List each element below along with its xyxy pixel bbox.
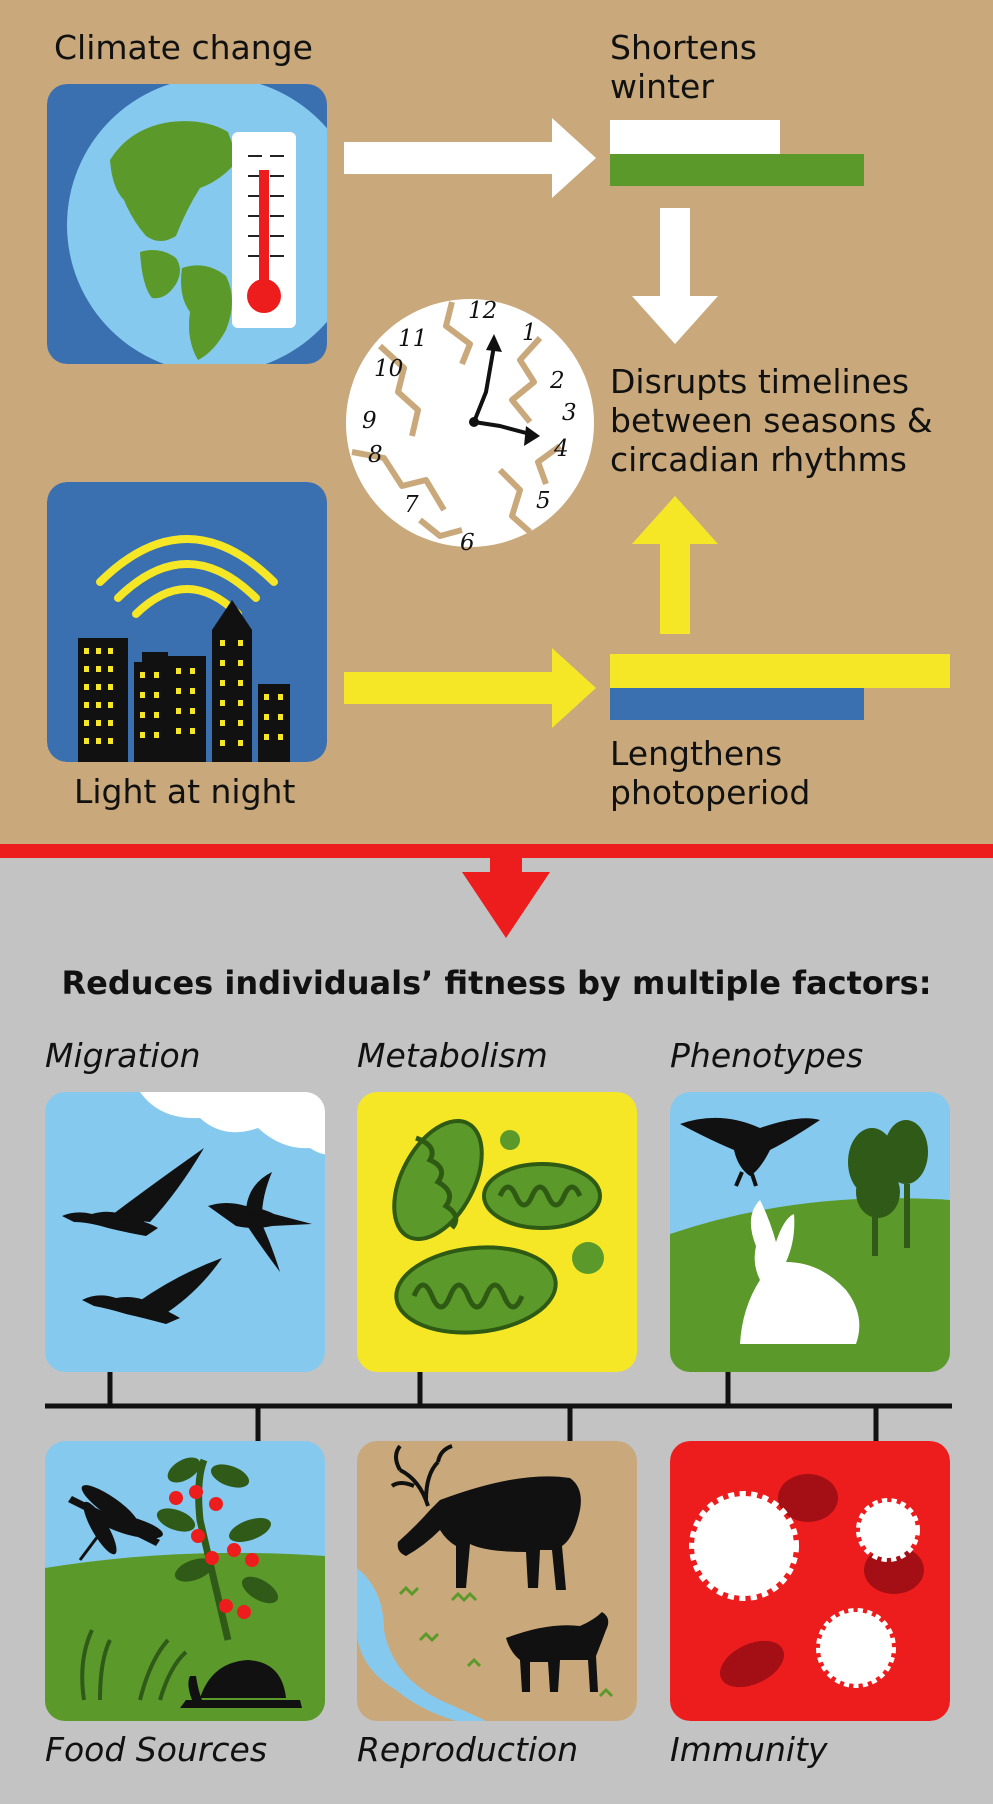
label-light-at-night: Light at night (74, 772, 296, 811)
clock-numeral-6: 6 (460, 530, 475, 556)
winter-bar-green (610, 154, 864, 186)
clock-numeral-12: 12 (468, 298, 497, 324)
label-disrupts-line1: Disrupts timelines (610, 362, 910, 401)
clock-numeral-3: 3 (562, 400, 577, 426)
divider-red-bar (0, 844, 993, 858)
eagle-hare-icon (670, 1092, 950, 1372)
label-shortens-winter-line2: winter (610, 67, 714, 106)
arrow-winter-to-disrupts (632, 208, 718, 344)
caribou-icon (357, 1441, 637, 1721)
label-lengthens-line2: photoperiod (610, 773, 811, 812)
clock-numeral-7: 7 (404, 492, 419, 518)
label-climate-change: Climate change (54, 28, 313, 67)
geese-icon (45, 1092, 325, 1372)
city-light-icon (47, 482, 327, 762)
clock-numeral-1: 1 (522, 320, 537, 346)
blood-cells-icon (670, 1441, 950, 1721)
winter-bar-white (610, 120, 780, 154)
clock-numeral-4: 4 (553, 436, 569, 462)
down-red-arrow (462, 858, 550, 938)
globe-thermometer-icon (47, 84, 327, 364)
label-migration: Migration (45, 1036, 201, 1075)
label-disrupts-line3: circadian rhythms (610, 440, 907, 479)
clock-numeral-10: 10 (374, 356, 403, 382)
arrow-light-to-photoperiod (344, 648, 596, 728)
dragonfly-berries-snail-icon (45, 1441, 325, 1721)
label-phenotypes: Phenotypes (670, 1036, 864, 1075)
photoperiod-bar-yellow (610, 654, 950, 688)
label-disrupts-line2: between seasons & (610, 401, 933, 440)
label-shortens-winter-line1: Shortens (610, 28, 757, 67)
photoperiod-bar-blue (610, 688, 864, 720)
arrow-photoperiod-to-disrupts (632, 496, 718, 634)
clock-numeral-8: 8 (368, 442, 383, 468)
clock-numeral-2: 2 (549, 368, 565, 394)
label-metabolism: Metabolism (357, 1036, 548, 1075)
broken-clock-icon: 12 1 2 3 4 5 6 7 8 9 10 11 (346, 298, 594, 556)
fitness-heading: Reduces individuals’ fitness by multiple… (61, 964, 932, 1002)
label-lengthens-line1: Lengthens (610, 734, 783, 773)
factor-connector-lines (45, 1372, 952, 1441)
mitochondria-icon (357, 1092, 637, 1372)
arrow-climate-to-winter (344, 118, 596, 198)
clock-numeral-9: 9 (362, 408, 377, 434)
clock-numeral-11: 11 (398, 326, 427, 352)
label-immunity: Immunity (670, 1730, 828, 1769)
label-reproduction: Reproduction (357, 1730, 579, 1769)
clock-numeral-5: 5 (536, 488, 551, 514)
label-food-sources: Food Sources (45, 1730, 268, 1769)
